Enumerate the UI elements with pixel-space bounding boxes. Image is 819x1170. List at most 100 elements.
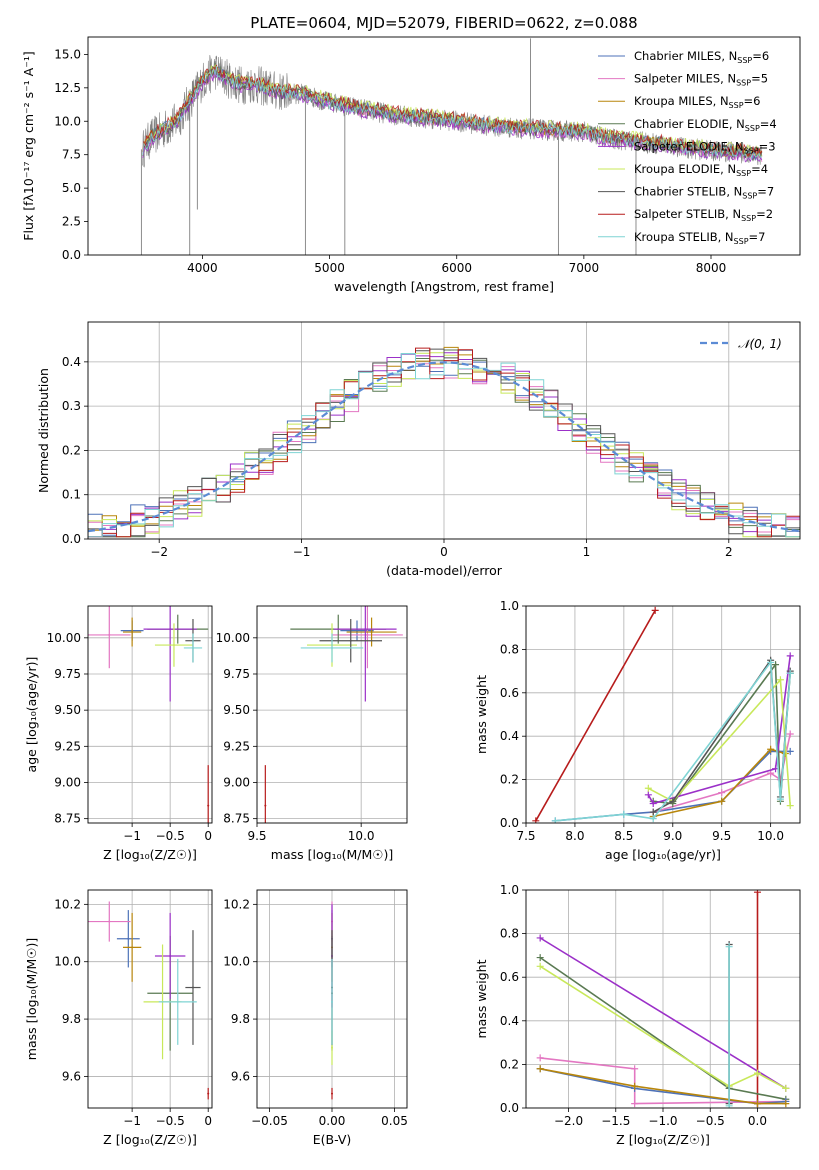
residual-histogram [88, 353, 800, 538]
legend-model-name: Salpeter MILES, N [634, 72, 736, 86]
axes-weight-vs-age: 7.5 8.0 8.5 9.0 9.5 10.0 0.0 0.2 0.4 0.6 0.8 1.0 age… [474, 599, 801, 862]
y-tick-label: 0.3 [62, 399, 81, 413]
x-axis-label: mass [log₁₀(M/M☉)] [271, 847, 393, 862]
mass-weight-marker [786, 802, 794, 810]
y-tick-label: 9.8 [62, 1012, 81, 1026]
plot-area [140, 38, 763, 255]
data-point [366, 633, 369, 636]
mass-weight-marker [536, 934, 544, 942]
mass-weight-marker [782, 1084, 790, 1092]
axes-mass-vs-Z: −1 −0.5 0 9.6 9.8 10.0 10.2 Z [log₁₀(Z/Z☉)] mass… [24, 889, 213, 1147]
x-tick-label: 0.05 [381, 1114, 408, 1128]
legend-nssp: =2 [756, 207, 773, 221]
y-tick-label: 1.0 [500, 883, 519, 897]
x-tick-label: −0.5 [156, 829, 185, 843]
axes-frame [256, 889, 408, 1109]
y-tick-label: 12.5 [54, 81, 81, 95]
legend-nssp: =6 [744, 94, 761, 108]
legend-subscript: SSP [742, 192, 757, 201]
mass-weight-marker [532, 817, 540, 823]
data-point [331, 1092, 333, 1095]
x-tick-label: 0 [440, 545, 448, 559]
x-tick-label: −2.0 [554, 1114, 583, 1128]
y-tick-label: 0.6 [500, 970, 519, 984]
legend-label: Kroupa STELIB, NSSP=7 [634, 230, 765, 246]
y-tick-label: 2.5 [62, 215, 81, 229]
y-tick-label: 10.2 [54, 897, 81, 911]
plot-area [88, 606, 212, 823]
data-point [108, 633, 111, 636]
y-tick-label: 1.0 [500, 599, 519, 613]
x-tick-label: −1.0 [648, 1114, 677, 1128]
data-point [191, 646, 194, 649]
y-tick-label: 0.0 [62, 248, 81, 262]
model-fit-line [142, 64, 763, 158]
x-tick-label: −2 [150, 545, 168, 559]
mass-weight-marker [536, 954, 544, 962]
y-tick-label: 9.6 [231, 1069, 250, 1083]
data-point [207, 1092, 210, 1095]
y-tick-label: 9.50 [223, 703, 250, 717]
legend-subscript: SSP [744, 146, 759, 155]
data-point [176, 1000, 179, 1003]
axes-frame [256, 605, 408, 824]
data-point [191, 986, 194, 989]
y-tick-label: 10.0 [54, 114, 81, 128]
legend-subscript: SSP [745, 124, 760, 133]
axes-frame [87, 321, 801, 540]
y-axis-label: mass weight [474, 959, 489, 1038]
legend-model-name: Chabrier ELODIE, N [634, 117, 745, 131]
y-tick-label: 0.1 [62, 488, 81, 502]
y-tick-label: 10.2 [223, 897, 250, 911]
mass-weight-marker [644, 791, 652, 799]
data-point [207, 804, 210, 807]
y-tick-label: 9.25 [54, 739, 81, 753]
mass-weight-marker [718, 789, 726, 797]
legend-nssp: =7 [749, 230, 766, 244]
x-tick-label: −1 [123, 829, 141, 843]
y-tick-label: 9.00 [54, 775, 81, 789]
data-point [331, 1046, 333, 1049]
axes-age-vs-mass: 9.5 10.0 8.75 9.00 9.25 9.50 9.75 10.00 mass [lo… [216, 605, 408, 862]
mass-weight-marker [776, 795, 784, 803]
plot-area [88, 322, 800, 539]
data-point [131, 946, 134, 949]
mass-weight-marker [767, 745, 775, 753]
legend-label: 𝒩(0, 1) [738, 337, 782, 351]
legend-label: Chabrier ELODIE, NSSP=4 [634, 117, 777, 133]
mass-weight-marker [669, 797, 677, 805]
y-axis-label: Flux [fλ10⁻¹⁷ erg cm⁻² s⁻¹ A⁻¹] [21, 51, 36, 240]
mass-weight-marker [786, 730, 794, 738]
y-tick-label: 0.0 [62, 532, 81, 546]
x-tick-label: 7000 [569, 261, 600, 275]
y-tick-label: 7.5 [62, 148, 81, 162]
y-tick-label: 8.75 [223, 812, 250, 826]
legend-nssp: =6 [752, 49, 769, 63]
legend-subscript: SSP [741, 214, 756, 223]
x-tick-label: 0 [204, 1114, 212, 1128]
mass-weight-marker [725, 943, 733, 951]
data-point [131, 631, 134, 634]
data-point [172, 644, 175, 647]
axes-frame [87, 605, 213, 824]
legend-model-name: Kroupa STELIB, N [634, 230, 734, 244]
x-tick-label: 0.00 [319, 1114, 346, 1128]
y-tick-label: 8.75 [54, 812, 81, 826]
y-tick-label: 9.75 [223, 667, 250, 681]
y-axis-label: mass weight [474, 675, 489, 754]
y-tick-label: 0.4 [62, 355, 81, 369]
x-tick-label: −1 [123, 1114, 141, 1128]
legend-nssp: =4 [751, 162, 768, 176]
legend-subscript: SSP [736, 79, 751, 88]
y-tick-label: 9.00 [223, 775, 250, 789]
y-axis-label: Normed distribution [36, 368, 51, 493]
x-tick-label: 10.0 [757, 829, 784, 843]
y-tick-label: 0.8 [500, 642, 519, 656]
legend-label: Kroupa ELODIE, NSSP=4 [634, 162, 768, 178]
mass-weight-marker [620, 810, 628, 818]
model-fit-line [142, 65, 762, 160]
y-tick-label: 9.6 [62, 1069, 81, 1083]
mass-weight-marker [753, 1100, 761, 1108]
